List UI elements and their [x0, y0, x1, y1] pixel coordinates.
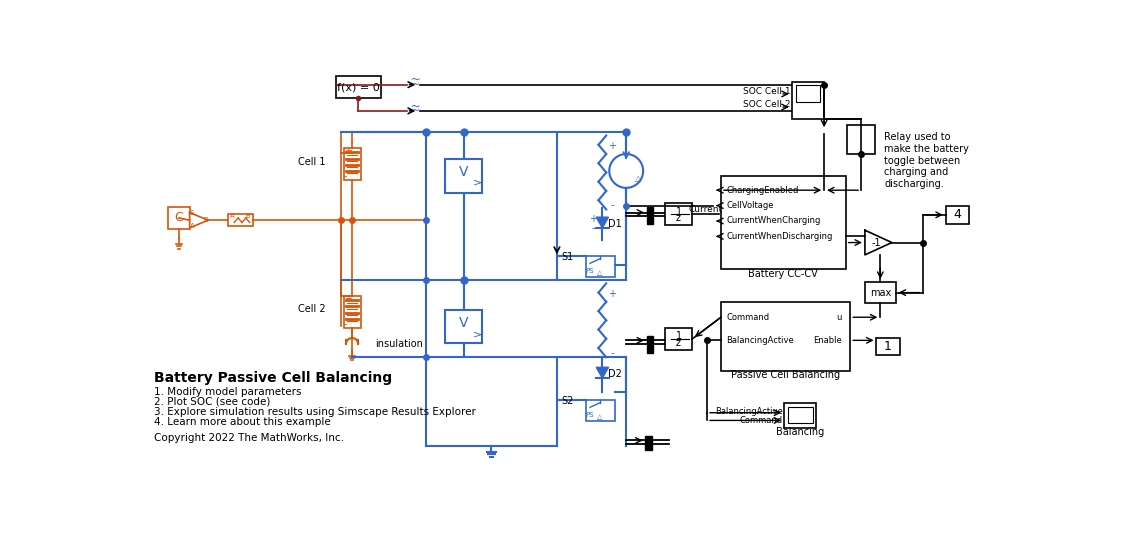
FancyBboxPatch shape	[587, 255, 615, 277]
Text: +: +	[343, 294, 351, 304]
FancyBboxPatch shape	[647, 207, 653, 224]
Text: V: V	[459, 165, 468, 179]
Text: +: +	[589, 213, 597, 224]
FancyBboxPatch shape	[335, 76, 381, 98]
Text: PS: PS	[586, 412, 594, 418]
Text: A: A	[230, 212, 234, 219]
Text: D1: D1	[608, 219, 622, 229]
Text: -1: -1	[872, 238, 881, 247]
Text: z: z	[677, 213, 681, 223]
Text: BalancingActive: BalancingActive	[727, 336, 794, 345]
Polygon shape	[865, 230, 891, 255]
Text: ~: ~	[409, 76, 417, 86]
Text: -: -	[591, 223, 595, 233]
Text: △: △	[636, 174, 641, 183]
Text: CellVoltage: CellVoltage	[727, 201, 774, 210]
Text: -: -	[343, 319, 347, 329]
FancyBboxPatch shape	[446, 309, 482, 343]
FancyBboxPatch shape	[665, 203, 692, 225]
Text: B: B	[246, 212, 250, 219]
Circle shape	[609, 154, 644, 188]
Text: Relay used to
make the battery
toggle between
charging and
discharging.: Relay used to make the battery toggle be…	[885, 133, 969, 189]
Text: -: -	[343, 171, 347, 181]
FancyBboxPatch shape	[343, 148, 360, 180]
Text: C: C	[174, 211, 183, 224]
Text: Balancing: Balancing	[777, 427, 824, 437]
Text: Copyright 2022 The MathWorks, Inc.: Copyright 2022 The MathWorks, Inc.	[155, 433, 345, 443]
Polygon shape	[190, 212, 208, 228]
Text: Passive Cell Balancing: Passive Cell Balancing	[731, 370, 840, 380]
Text: Cell 1: Cell 1	[298, 157, 326, 168]
Text: BalancingActive: BalancingActive	[715, 407, 782, 416]
FancyBboxPatch shape	[168, 207, 190, 229]
Text: insulation: insulation	[375, 339, 423, 349]
Text: Command: Command	[739, 416, 782, 425]
Text: B: B	[204, 217, 208, 223]
FancyBboxPatch shape	[665, 328, 692, 350]
Text: Battery Passive Cell Balancing: Battery Passive Cell Balancing	[155, 371, 392, 385]
FancyBboxPatch shape	[865, 282, 896, 303]
Text: CurrentWhenDischarging: CurrentWhenDischarging	[727, 232, 832, 241]
Text: ChargingEnabled: ChargingEnabled	[727, 186, 798, 195]
FancyBboxPatch shape	[587, 399, 615, 421]
FancyBboxPatch shape	[721, 302, 850, 371]
Text: Current: Current	[689, 205, 723, 214]
FancyBboxPatch shape	[796, 86, 820, 102]
FancyBboxPatch shape	[791, 81, 824, 119]
Text: 1: 1	[675, 331, 682, 342]
FancyBboxPatch shape	[877, 338, 899, 355]
Polygon shape	[596, 217, 608, 228]
Text: max: max	[870, 288, 891, 298]
Text: ~: ~	[409, 102, 417, 112]
Text: ~: ~	[408, 96, 418, 109]
FancyBboxPatch shape	[446, 158, 482, 192]
Text: PS: PS	[586, 268, 594, 274]
Text: 4. Learn more about this example: 4. Learn more about this example	[155, 417, 331, 426]
Text: A: A	[190, 223, 194, 230]
Text: SOC Cell 2: SOC Cell 2	[742, 100, 790, 109]
Text: 1. Modify model parameters: 1. Modify model parameters	[155, 386, 301, 397]
Text: +: +	[608, 289, 616, 299]
Text: u: u	[837, 313, 841, 322]
Text: Cell 2: Cell 2	[298, 304, 326, 314]
Text: D2: D2	[608, 369, 622, 379]
Text: >: >	[473, 177, 482, 188]
Text: 2. Plot SOC (see code): 2. Plot SOC (see code)	[155, 397, 271, 406]
Text: >: >	[473, 329, 482, 339]
Text: S2: S2	[562, 396, 574, 406]
Text: CurrentWhenCharging: CurrentWhenCharging	[727, 217, 821, 225]
Text: Command: Command	[727, 313, 770, 322]
FancyBboxPatch shape	[847, 125, 875, 154]
Text: △: △	[597, 414, 603, 420]
Text: S1: S1	[562, 252, 574, 262]
Text: Enable: Enable	[813, 336, 841, 345]
Text: 1: 1	[675, 207, 682, 217]
FancyBboxPatch shape	[646, 436, 652, 450]
Text: ~: ~	[408, 71, 418, 84]
Text: △: △	[597, 271, 603, 277]
FancyBboxPatch shape	[229, 214, 252, 226]
Text: 3. Explore simulation results using Simscape Results Explorer: 3. Explore simulation results using Sims…	[155, 406, 476, 417]
Text: Battery CC-CV: Battery CC-CV	[748, 269, 819, 279]
Text: -: -	[611, 348, 614, 358]
Text: f(x) = 0: f(x) = 0	[337, 82, 380, 92]
Text: +: +	[608, 141, 616, 150]
Text: 1: 1	[885, 340, 891, 353]
Polygon shape	[596, 367, 608, 378]
FancyBboxPatch shape	[721, 176, 846, 269]
Text: S: S	[190, 210, 194, 216]
Text: 4: 4	[954, 209, 961, 222]
FancyBboxPatch shape	[343, 296, 360, 328]
FancyBboxPatch shape	[788, 407, 813, 423]
FancyBboxPatch shape	[647, 336, 653, 353]
FancyBboxPatch shape	[946, 205, 969, 224]
Text: z: z	[677, 338, 681, 348]
Text: -: -	[611, 201, 614, 211]
Text: SOC Cell 1: SOC Cell 1	[742, 87, 790, 96]
FancyBboxPatch shape	[785, 404, 816, 428]
Text: V: V	[459, 316, 468, 330]
Text: +: +	[343, 146, 351, 156]
